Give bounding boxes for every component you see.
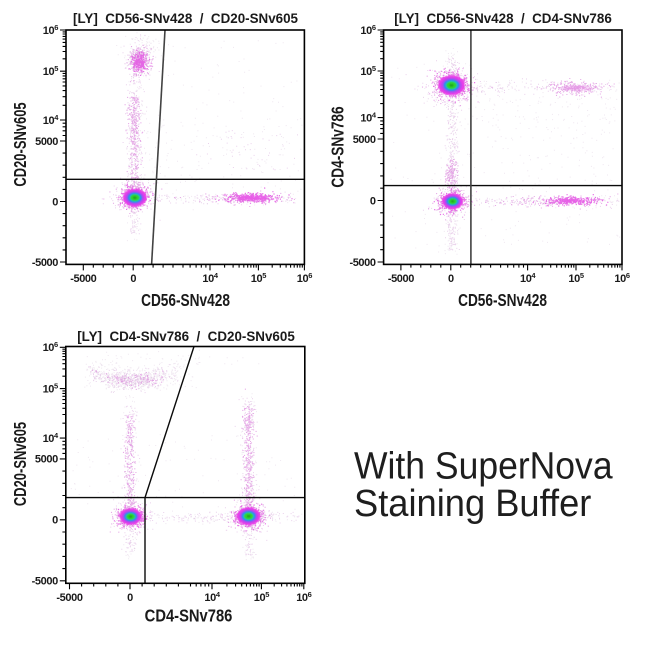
svg-text:0: 0 (130, 273, 136, 285)
svg-text:With SuperNova: With SuperNova (354, 444, 613, 486)
svg-text:CD4-SNv786: CD4-SNv786 (145, 606, 233, 626)
svg-text:CD56-SNv428: CD56-SNv428 (458, 291, 547, 310)
svg-text:CD20-SNv605: CD20-SNv605 (11, 422, 31, 506)
svg-text:[LY] CD4-SNv786 / CD20-SNv6: [LY] CD4-SNv786 / CD20-SNv605 (77, 329, 295, 344)
svg-text:5000: 5000 (353, 134, 376, 146)
svg-text:[LY] CD56-SNv428 / CD4-SNv7: [LY] CD56-SNv428 / CD4-SNv786 (394, 11, 612, 26)
svg-text:-5000: -5000 (388, 273, 414, 285)
svg-text:0: 0 (52, 196, 58, 208)
svg-text:5000: 5000 (35, 454, 58, 466)
svg-text:-5000: -5000 (32, 257, 58, 269)
svg-text:5000: 5000 (35, 136, 58, 148)
svg-text:CD4-SNv786: CD4-SNv786 (329, 106, 348, 187)
svg-text:-5000: -5000 (349, 257, 375, 269)
svg-text:-5000: -5000 (70, 273, 96, 285)
svg-text:-5000: -5000 (32, 576, 58, 588)
svg-text:CD20-SNv605: CD20-SNv605 (11, 102, 31, 186)
svg-text:Staining Buffer: Staining Buffer (354, 481, 591, 524)
svg-text:0: 0 (370, 195, 376, 207)
svg-text:0: 0 (52, 515, 58, 527)
svg-text:-5000: -5000 (56, 592, 82, 604)
svg-text:0: 0 (127, 592, 133, 604)
svg-text:[LY] CD56-SNv428 / CD20-SNv: [LY] CD56-SNv428 / CD20-SNv605 (73, 11, 299, 26)
svg-text:CD56-SNv428: CD56-SNv428 (141, 291, 230, 310)
svg-text:0: 0 (448, 273, 454, 285)
